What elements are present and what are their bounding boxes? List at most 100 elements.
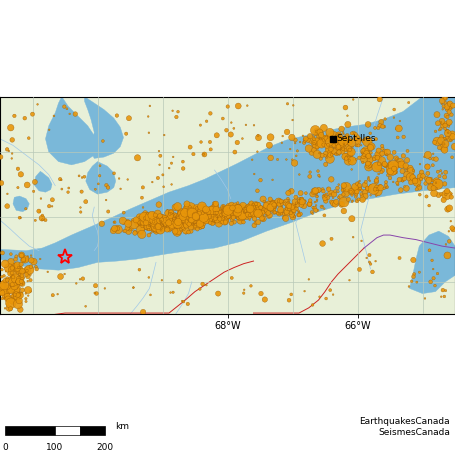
Point bbox=[201, 202, 208, 209]
Point bbox=[367, 144, 374, 151]
Point bbox=[288, 211, 295, 219]
Point bbox=[7, 270, 14, 277]
Point bbox=[356, 266, 363, 273]
Point bbox=[313, 128, 320, 135]
Point bbox=[283, 210, 291, 217]
Point bbox=[168, 159, 175, 167]
Point bbox=[8, 155, 15, 162]
Point bbox=[308, 136, 315, 143]
Point bbox=[335, 142, 342, 150]
Point bbox=[141, 219, 148, 227]
Point bbox=[199, 213, 207, 220]
Point bbox=[348, 152, 355, 159]
Point bbox=[46, 202, 53, 210]
Point bbox=[182, 212, 189, 220]
Point bbox=[243, 102, 251, 109]
Point bbox=[348, 166, 355, 173]
Point bbox=[191, 214, 198, 221]
Point bbox=[17, 261, 25, 268]
Point bbox=[9, 263, 16, 271]
Point bbox=[4, 292, 11, 300]
Point bbox=[216, 211, 223, 218]
Point bbox=[393, 161, 400, 169]
Point bbox=[395, 160, 403, 168]
Point bbox=[447, 104, 454, 112]
Point bbox=[34, 100, 41, 108]
Point bbox=[306, 200, 313, 208]
Point bbox=[198, 203, 206, 210]
Point bbox=[177, 216, 184, 223]
Point bbox=[197, 209, 204, 216]
Point bbox=[177, 215, 185, 223]
Point bbox=[145, 226, 152, 234]
Point bbox=[185, 212, 192, 219]
Point bbox=[374, 184, 381, 191]
Point bbox=[13, 284, 20, 292]
Point bbox=[312, 127, 319, 134]
Point bbox=[322, 161, 329, 168]
Point bbox=[184, 217, 192, 225]
Point bbox=[222, 206, 230, 214]
Point bbox=[220, 212, 227, 220]
Point bbox=[403, 171, 410, 178]
Point bbox=[378, 169, 385, 176]
Point bbox=[416, 191, 424, 198]
Point bbox=[269, 201, 277, 209]
Point bbox=[233, 206, 240, 213]
Point bbox=[313, 193, 320, 200]
Point bbox=[238, 209, 245, 217]
Point bbox=[201, 210, 208, 217]
Point bbox=[445, 227, 452, 235]
Point bbox=[253, 204, 260, 211]
Point bbox=[434, 270, 441, 277]
Point bbox=[335, 142, 342, 149]
Point bbox=[0, 279, 7, 286]
Point bbox=[167, 217, 174, 224]
Point bbox=[305, 276, 313, 283]
Point bbox=[205, 208, 212, 216]
Point bbox=[0, 282, 8, 289]
Point bbox=[199, 280, 206, 288]
Point bbox=[355, 179, 362, 186]
Point bbox=[218, 213, 226, 221]
Point bbox=[257, 204, 264, 211]
Point bbox=[253, 208, 261, 216]
Point bbox=[451, 143, 455, 150]
Point bbox=[421, 153, 428, 161]
Point bbox=[164, 215, 172, 222]
Point bbox=[433, 177, 440, 185]
Point bbox=[402, 164, 410, 171]
Point bbox=[9, 299, 16, 306]
Point bbox=[243, 205, 250, 212]
Point bbox=[355, 184, 362, 191]
Point bbox=[234, 214, 241, 222]
Point bbox=[332, 134, 339, 142]
Point bbox=[215, 220, 222, 227]
Point bbox=[328, 235, 335, 242]
Point bbox=[258, 212, 265, 220]
Point bbox=[230, 125, 238, 132]
Point bbox=[326, 138, 334, 146]
Point bbox=[320, 136, 327, 144]
Point bbox=[222, 212, 229, 219]
Point bbox=[375, 147, 382, 154]
Point bbox=[236, 212, 243, 219]
Point bbox=[301, 197, 308, 205]
Point bbox=[152, 212, 159, 219]
Point bbox=[190, 217, 197, 225]
Point bbox=[264, 209, 272, 217]
Point bbox=[441, 293, 448, 300]
Point bbox=[249, 211, 257, 218]
Point bbox=[403, 184, 410, 192]
Point bbox=[331, 188, 339, 195]
Point bbox=[7, 299, 15, 307]
Point bbox=[394, 134, 401, 141]
Point bbox=[23, 267, 30, 274]
Point bbox=[298, 195, 305, 203]
Point bbox=[216, 216, 223, 223]
Point bbox=[197, 205, 205, 212]
Point bbox=[401, 183, 408, 190]
Point bbox=[366, 137, 373, 144]
Point bbox=[14, 300, 21, 308]
Point bbox=[311, 188, 318, 195]
